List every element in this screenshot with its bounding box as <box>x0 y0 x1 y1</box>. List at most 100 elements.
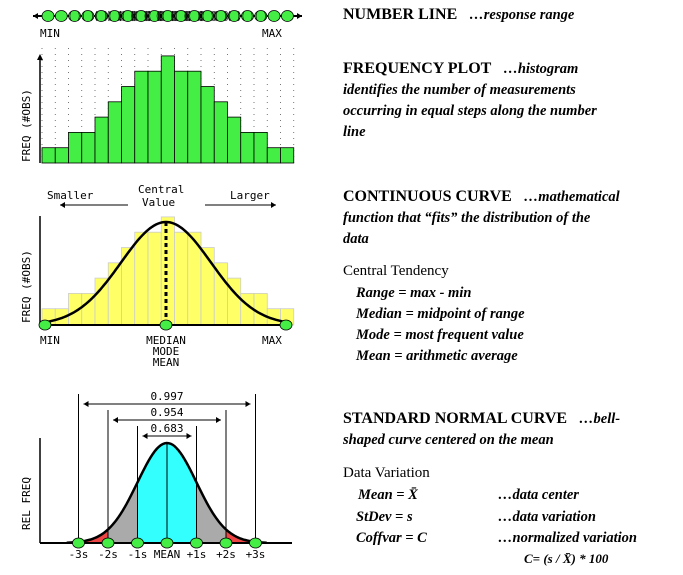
histogram-y-label: FREQ (#OBS) <box>20 89 33 162</box>
number-line-max-label: MAX <box>262 27 282 40</box>
number-line-point <box>147 10 161 22</box>
sigma-point <box>249 537 262 549</box>
frequency-desc-line: identifies the number of measurements <box>343 82 576 98</box>
interval-683-label: 0.683 <box>150 422 183 435</box>
sigma-tick-label: -2s <box>98 548 118 561</box>
number-line-desc: …response range <box>469 7 575 23</box>
histogram-bar <box>41 147 56 164</box>
sigma-point <box>72 537 85 549</box>
number-line-point <box>81 10 95 22</box>
three-sigma-area <box>78 529 108 543</box>
histogram-bar-faded <box>213 262 228 326</box>
density-mark <box>69 10 80 22</box>
continuous-curve-desc: …mathematical <box>523 189 620 205</box>
sigma-point <box>160 537 174 549</box>
histogram-bar-faded <box>174 231 189 326</box>
data-variation-heading: Data Variation <box>343 465 430 481</box>
frequency-plot-desc: …histogram <box>503 61 579 77</box>
variation-term: Mean = X̄ <box>358 487 418 503</box>
curve-y-label: FREQ (#OBS) <box>20 250 33 323</box>
diagram-figures: MIN MAX FREQ (#OBS) Smaller Central Valu… <box>20 10 302 561</box>
histogram-bar <box>107 101 122 164</box>
histogram-bar <box>81 131 96 164</box>
number-line-point <box>134 10 148 22</box>
curve-min-label: MIN <box>40 334 60 347</box>
sigma-tick-label: +3s <box>246 548 266 561</box>
density-mark <box>228 10 241 22</box>
sigma-tick-label: +1s <box>187 548 207 561</box>
sigma-point <box>190 537 203 549</box>
central-tendency-heading: Central Tendency <box>343 263 449 279</box>
mean-label: MEAN <box>153 356 180 369</box>
histogram-bar <box>147 70 162 164</box>
histogram-bar <box>134 70 149 164</box>
curve-desc-line: function that “fits” the distribution of… <box>343 210 591 226</box>
frequency-plot-title: FREQUENCY PLOT <box>343 60 492 77</box>
histogram-bar-faded <box>253 292 268 326</box>
sigma-tick-label: +2s <box>216 548 236 561</box>
continuous-curve-title: CONTINUOUS CURVE <box>343 188 512 205</box>
histogram-bar <box>121 86 136 164</box>
sigma-point <box>101 537 115 549</box>
number-line-point <box>187 10 201 22</box>
variation-desc: …data variation <box>498 509 596 525</box>
density-mark <box>96 10 107 22</box>
histogram-bar <box>240 131 255 164</box>
histogram-bar <box>213 101 228 164</box>
normal-desc-line: shaped curve centered on the mean <box>343 432 554 448</box>
number-line-point <box>241 10 254 22</box>
histogram-bar <box>200 86 215 164</box>
larger-arrow-arrowheads <box>271 202 276 208</box>
interval-997-label: 0.997 <box>150 390 183 403</box>
three-sigma-area <box>226 529 256 543</box>
sigma-point <box>219 537 233 549</box>
sigma-tick-label: -3s <box>69 548 89 561</box>
sigma-tick-label: MEAN <box>154 548 181 561</box>
larger-label: Larger <box>230 189 270 202</box>
curve-max-label: MAX <box>262 334 282 347</box>
histogram-bar <box>280 147 295 164</box>
number-line-min-label: MIN <box>40 27 60 40</box>
histogram-bar <box>253 131 268 164</box>
histogram-bar <box>174 70 189 164</box>
number-line-title: NUMBER LINE <box>343 6 458 23</box>
variation-term: Coffvar = C <box>356 530 427 546</box>
number-line-point <box>227 10 241 22</box>
central-tendency-item: Median = midpoint of range <box>356 306 525 322</box>
density-mark <box>242 10 253 22</box>
interval-arrow-arrowheads <box>142 433 192 439</box>
number-line-point <box>267 10 281 22</box>
histogram-bar <box>54 147 69 164</box>
density-mark <box>82 10 93 22</box>
curve-point <box>38 319 52 331</box>
frequency-desc-line: occurring in equal steps along the numbe… <box>343 103 597 119</box>
histogram-bar <box>227 116 242 164</box>
central-tendency-item: Mode = most frequent value <box>356 327 524 343</box>
normal-y-label: REL FREQ <box>20 477 33 530</box>
y-axis-arrowhead <box>37 54 43 60</box>
histogram-bar-faded <box>147 231 162 326</box>
histogram-bar-faded <box>94 277 109 326</box>
density-mark <box>214 10 228 22</box>
variation-desc: …data center <box>498 487 579 503</box>
histogram-bar <box>160 55 175 164</box>
median-label: MEDIAN <box>146 334 186 347</box>
curve-point <box>279 319 293 331</box>
density-mark <box>215 10 226 22</box>
smaller-label: Smaller <box>47 189 94 202</box>
variation-desc: …normalized variation <box>498 530 637 546</box>
central-tendency-item: Range = max - min <box>356 285 472 301</box>
number-line-point <box>174 10 188 22</box>
sigma-point <box>131 537 144 549</box>
number-line-point <box>214 10 228 22</box>
histogram-bar-faded <box>160 216 175 326</box>
density-mark <box>229 10 240 22</box>
interval-954-label: 0.954 <box>150 406 183 419</box>
number-line-point <box>94 10 108 22</box>
central-label-1: Central <box>138 183 184 196</box>
histogram-bar <box>68 131 83 164</box>
central-label-2: Value <box>142 196 175 209</box>
density-mark <box>255 10 266 22</box>
histogram-bar <box>94 116 109 164</box>
